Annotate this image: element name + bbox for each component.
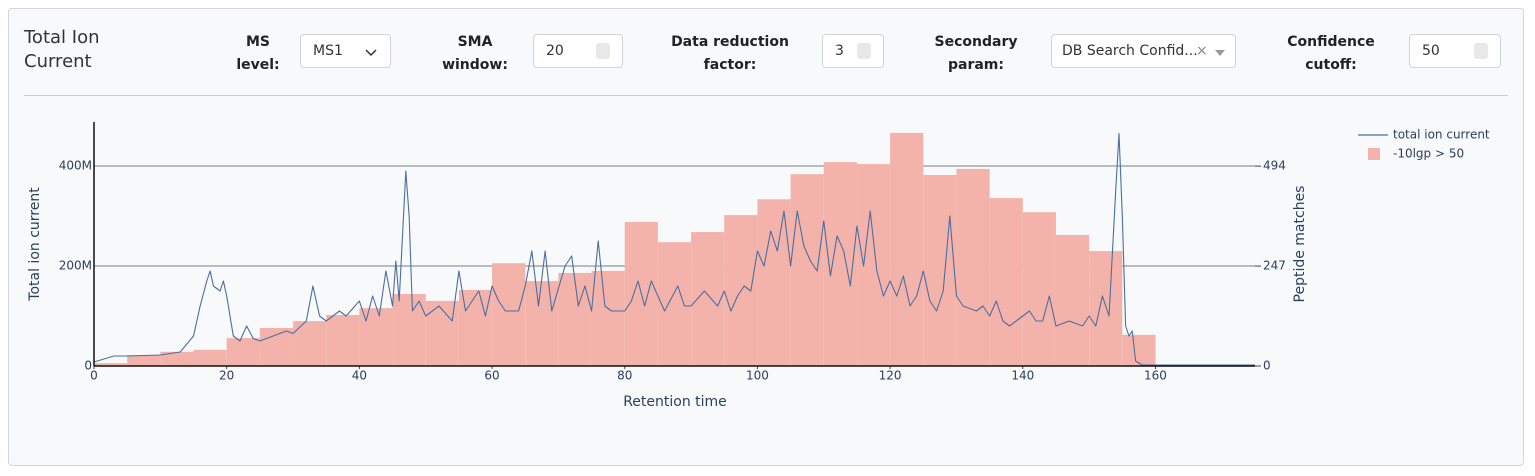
caret — [1215, 50, 1225, 56]
select[interactable]: MS1 — [300, 34, 391, 68]
clear-icon[interactable]: × — [1196, 43, 1208, 59]
input-value: 3 — [835, 43, 844, 59]
chevron — [365, 49, 377, 57]
control-label: MS level: — [236, 34, 280, 73]
spinner[interactable] — [1474, 43, 1488, 59]
input-value: 50 — [1422, 43, 1440, 59]
select-value: MS1 — [313, 43, 343, 59]
number-input[interactable]: 3 — [822, 34, 884, 68]
spinner[interactable] — [596, 43, 610, 59]
control-label: Confidence cutoff: — [1287, 34, 1375, 73]
number-input[interactable]: 20 — [533, 34, 623, 68]
select[interactable]: DB Search Confid... × — [1051, 34, 1236, 68]
control-label: Secondary param: — [934, 34, 1018, 73]
control-label: SMA window: — [442, 34, 508, 73]
select-value: DB Search Confid... — [1062, 43, 1198, 59]
control-label: Data reduction factor: — [671, 34, 789, 73]
spinner[interactable] — [857, 43, 871, 59]
divider — [24, 95, 1508, 96]
number-input[interactable]: 50 — [1409, 34, 1501, 68]
input-value: 20 — [546, 43, 564, 59]
panel-title: Total Ion Current — [24, 27, 100, 72]
